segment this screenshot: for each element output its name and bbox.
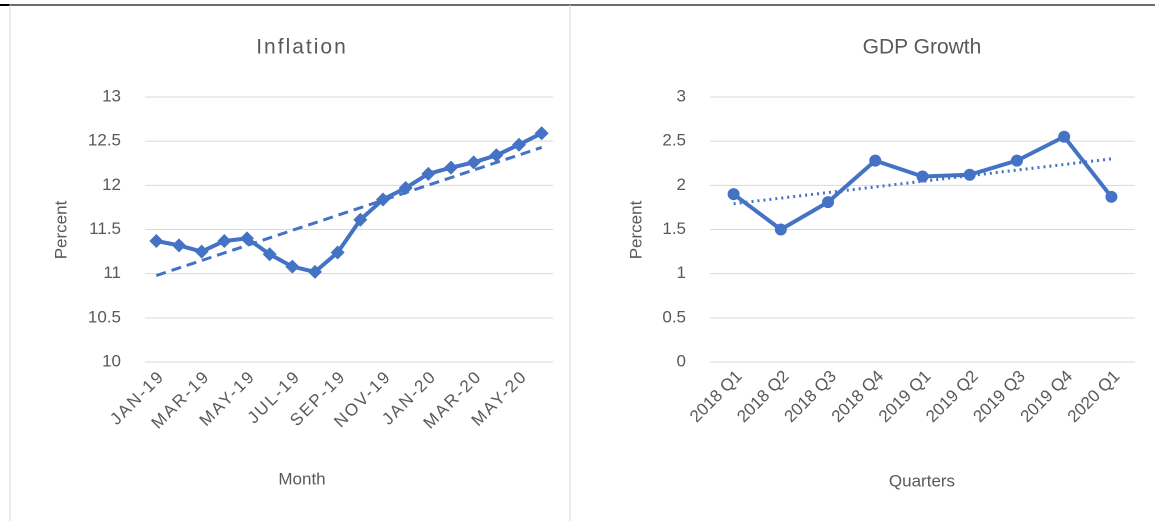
marker <box>1105 190 1118 203</box>
marker <box>1058 130 1071 143</box>
marker <box>194 244 209 259</box>
chart-title: Inflation <box>256 36 348 59</box>
y-tick-label: 11.5 <box>89 219 121 238</box>
y-tick-label: 0 <box>677 351 686 370</box>
y-tick-label: 11 <box>103 263 121 282</box>
marker <box>512 137 526 152</box>
y-tick-label: 12.5 <box>88 131 121 150</box>
marker <box>774 223 787 236</box>
y-tick-label: 2 <box>677 175 686 194</box>
y-tick-label: 2.5 <box>662 131 686 150</box>
marker <box>916 170 929 183</box>
marker <box>240 231 254 246</box>
y-tick-label: 1.5 <box>662 219 686 238</box>
marker <box>869 154 882 167</box>
marker <box>489 148 504 163</box>
y-tick-label: 10.5 <box>88 307 121 326</box>
x-axis-label: Quarters <box>889 471 955 490</box>
marker <box>727 188 740 201</box>
panel-border <box>569 4 1155 521</box>
y-tick-label: 1 <box>677 263 686 282</box>
series-line <box>732 134 1113 232</box>
y-tick-label: 3 <box>677 86 686 105</box>
y-axis-label: Percent <box>626 200 645 259</box>
marker <box>822 196 835 209</box>
marker <box>330 245 345 260</box>
marker <box>444 160 458 175</box>
y-tick-label: 0.5 <box>662 307 686 326</box>
x-tick-label: 2020 Q1 <box>1064 367 1124 427</box>
marker <box>421 166 436 181</box>
trend-line <box>155 146 543 277</box>
marker <box>376 192 390 207</box>
x-axis-label: Month <box>278 469 325 488</box>
y-tick-label: 12 <box>102 175 121 194</box>
marker <box>172 238 186 253</box>
marker <box>1010 154 1023 167</box>
y-tick-label: 13 <box>102 86 121 105</box>
marker <box>534 126 549 141</box>
marker <box>308 264 322 279</box>
y-axis-label: Percent <box>51 200 70 259</box>
marker <box>398 180 413 195</box>
marker <box>285 259 300 274</box>
series-line <box>155 131 543 274</box>
marker <box>217 233 232 248</box>
marker <box>466 155 481 170</box>
marker <box>963 168 976 181</box>
chart-title: GDP Growth <box>863 36 982 59</box>
marker <box>262 247 277 262</box>
marker <box>353 212 368 227</box>
marker <box>149 233 164 248</box>
y-tick-label: 10 <box>102 351 121 370</box>
